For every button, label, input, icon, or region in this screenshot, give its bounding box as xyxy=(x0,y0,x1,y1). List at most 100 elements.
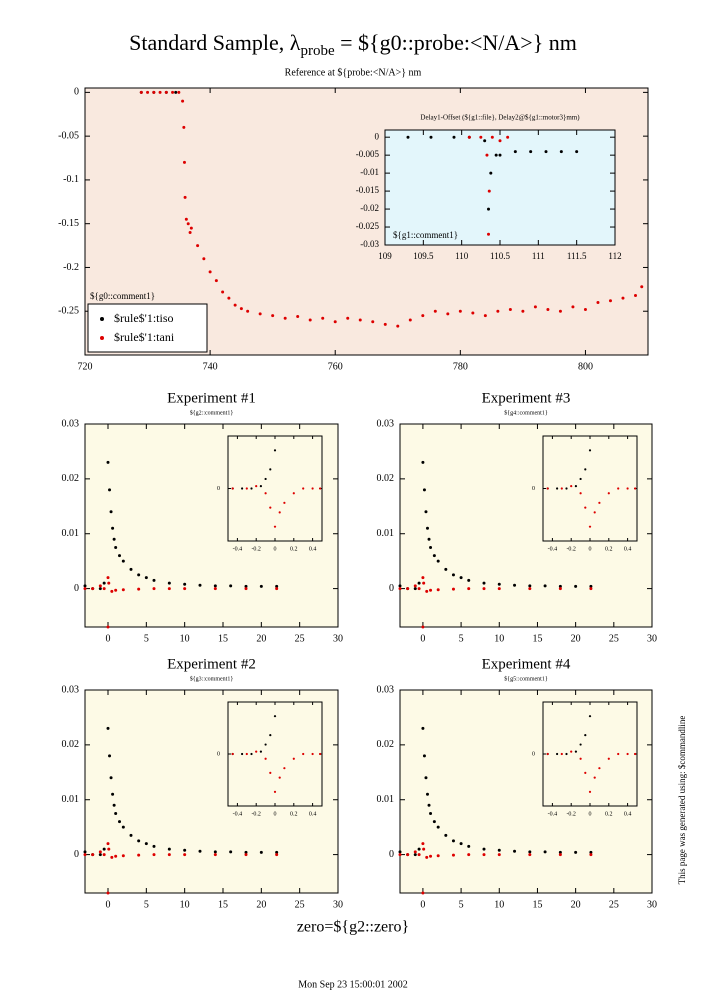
data-point xyxy=(425,792,429,796)
data-point xyxy=(98,584,102,588)
data-point xyxy=(565,487,568,490)
data-point xyxy=(167,587,171,591)
data-point xyxy=(543,850,547,854)
data-point xyxy=(556,487,559,490)
data-point xyxy=(593,776,596,779)
y-tick-label: -0.15 xyxy=(58,218,79,229)
data-point xyxy=(121,825,125,829)
x-tick-label: 20 xyxy=(571,899,581,910)
data-point xyxy=(485,153,489,157)
data-point xyxy=(589,584,593,588)
y-tick-label: -0.02 xyxy=(360,203,379,213)
data-point xyxy=(358,318,362,322)
data-point xyxy=(413,587,417,591)
y-tick-label: -0.01 xyxy=(360,167,379,177)
data-point xyxy=(208,270,212,274)
data-point xyxy=(398,587,402,591)
title-subscript: probe xyxy=(300,43,334,59)
data-point xyxy=(513,849,517,853)
title-text-end: = ${g0::probe:<N/A>} nm xyxy=(335,30,577,55)
data-point xyxy=(121,854,125,858)
x-tick-label: 20 xyxy=(571,633,581,644)
data-point xyxy=(139,90,143,94)
data-point xyxy=(427,537,431,541)
data-point xyxy=(436,854,440,858)
data-point xyxy=(111,792,115,796)
data-point xyxy=(490,135,494,139)
data-point xyxy=(108,754,112,758)
data-point xyxy=(621,296,625,300)
x-tick-label: 15 xyxy=(218,899,228,910)
y-tick-label: 0 xyxy=(74,583,79,594)
data-point xyxy=(444,567,448,571)
x-tick-label: -0.4 xyxy=(233,811,243,817)
data-point xyxy=(583,307,587,311)
x-tick-label: -0.2 xyxy=(566,811,576,817)
x-tick-label: 5 xyxy=(144,899,149,910)
data-point xyxy=(422,581,426,585)
data-point xyxy=(186,222,190,226)
data-point xyxy=(137,853,141,857)
data-point xyxy=(425,589,429,593)
data-point xyxy=(608,299,612,303)
data-point xyxy=(497,853,501,857)
data-point xyxy=(183,853,187,857)
data-point xyxy=(640,285,644,289)
data-point xyxy=(556,752,559,756)
data-point xyxy=(528,584,532,588)
data-point xyxy=(346,316,350,320)
data-point xyxy=(560,487,563,490)
x-tick-label: 25 xyxy=(609,633,619,644)
data-point xyxy=(292,757,295,760)
data-point xyxy=(333,320,337,324)
x-tick-label: 30 xyxy=(647,633,657,644)
data-point xyxy=(273,449,277,452)
data-point xyxy=(167,853,171,857)
data-point xyxy=(250,752,253,756)
x-tick-label: 0 xyxy=(106,899,111,910)
y-tick-label: 0.03 xyxy=(377,684,395,695)
data-point xyxy=(588,715,592,718)
data-point xyxy=(427,803,431,807)
chart-subtitle: ${g3::comment1} xyxy=(190,675,234,682)
data-point xyxy=(158,90,162,94)
data-point xyxy=(152,844,156,848)
data-point xyxy=(584,506,587,509)
data-point xyxy=(118,820,121,824)
data-point xyxy=(269,733,272,737)
data-point xyxy=(167,847,171,851)
chart-subtitle: ${g4::comment1} xyxy=(504,409,548,416)
data-point xyxy=(617,487,620,490)
data-point xyxy=(269,771,272,775)
x-tick-label: 0.2 xyxy=(605,811,613,817)
data-point xyxy=(250,487,253,490)
data-point xyxy=(421,576,425,580)
data-point xyxy=(269,468,272,471)
plot-area xyxy=(542,435,638,542)
y-tick-label: 0.01 xyxy=(377,528,395,539)
data-point xyxy=(146,90,150,94)
data-point xyxy=(546,752,549,756)
data-point xyxy=(273,715,277,718)
data-point xyxy=(487,207,490,211)
data-point xyxy=(102,581,106,585)
data-point xyxy=(575,150,579,154)
data-point xyxy=(137,839,141,843)
data-point xyxy=(417,853,421,857)
data-point xyxy=(196,244,200,248)
data-point xyxy=(413,584,417,588)
x-tick-label: 5 xyxy=(459,633,464,644)
data-point xyxy=(483,139,487,143)
data-point xyxy=(633,293,637,297)
data-point xyxy=(508,307,512,311)
data-point xyxy=(451,573,455,577)
data-point xyxy=(278,776,281,779)
x-tick-label: 10 xyxy=(180,633,190,644)
data-point xyxy=(181,99,185,103)
data-point xyxy=(273,525,277,528)
data-point xyxy=(417,587,421,591)
data-point xyxy=(264,757,267,760)
data-point xyxy=(424,510,428,514)
y-tick-label: 0.03 xyxy=(377,418,395,429)
data-point xyxy=(422,488,426,492)
